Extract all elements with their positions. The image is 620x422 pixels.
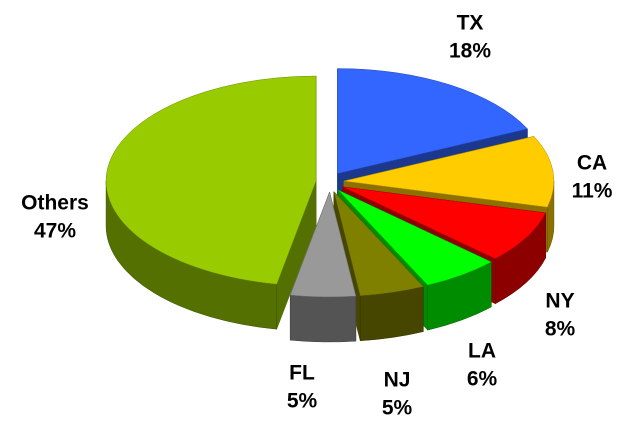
slice-value-label: 11% bbox=[572, 180, 613, 203]
slice-label: TX bbox=[457, 12, 484, 35]
slice-value-label: 47% bbox=[34, 220, 76, 243]
slice-top bbox=[343, 136, 555, 208]
slice-label: NY bbox=[545, 290, 574, 313]
slice-label: CA bbox=[577, 152, 607, 175]
slice bbox=[105, 75, 317, 330]
slice-label: LA bbox=[468, 340, 496, 363]
slice-top bbox=[105, 75, 317, 285]
slice-top bbox=[289, 191, 357, 298]
slice-value-label: 18% bbox=[449, 40, 491, 63]
slice-value-label: 5% bbox=[287, 390, 318, 413]
slice-label: Others bbox=[21, 192, 89, 215]
slice-value-label: 5% bbox=[382, 397, 413, 420]
slice-top bbox=[342, 186, 547, 259]
slice-top bbox=[333, 190, 424, 297]
slice-top bbox=[338, 189, 492, 286]
slice-value-label: 6% bbox=[467, 368, 498, 391]
slice-label: FL bbox=[289, 362, 315, 385]
slice bbox=[289, 191, 357, 343]
slice-value-label: 8% bbox=[545, 318, 576, 341]
slice-top bbox=[337, 68, 528, 174]
slice-label: NJ bbox=[384, 369, 411, 392]
slice-side bbox=[289, 294, 357, 343]
